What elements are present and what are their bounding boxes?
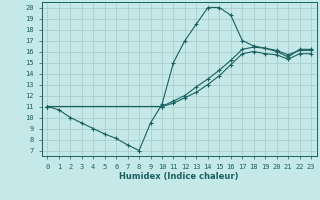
X-axis label: Humidex (Indice chaleur): Humidex (Indice chaleur) [119,172,239,181]
